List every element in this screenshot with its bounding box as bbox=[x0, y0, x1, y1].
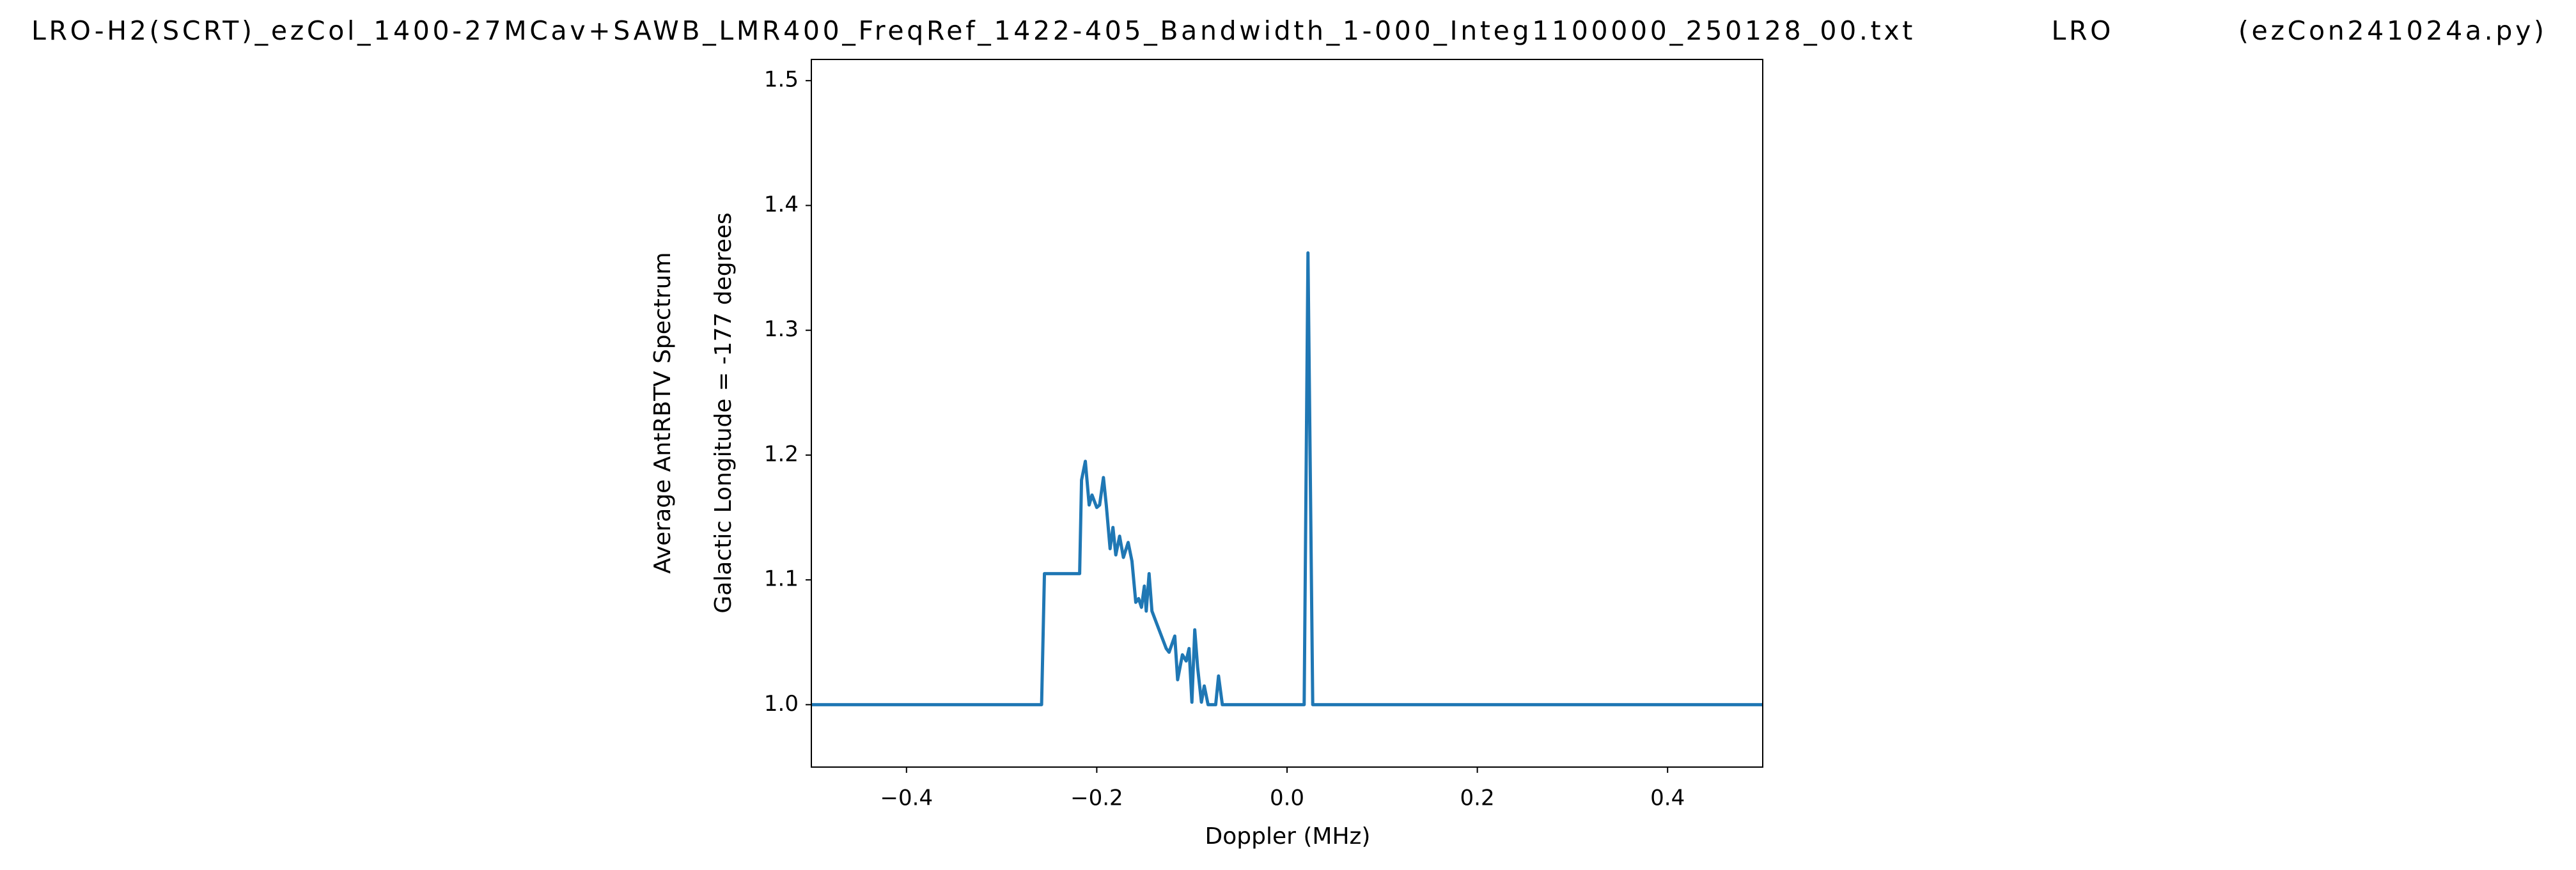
data-line bbox=[811, 251, 1763, 706]
x-tick-label: 0.2 bbox=[1460, 786, 1495, 811]
y-axis-label: Average AntRBTV Spectrum bbox=[650, 252, 676, 573]
y-tick-label: 1.4 bbox=[764, 192, 799, 217]
y-tick-label: 1.0 bbox=[764, 691, 799, 717]
y-tick-label: 1.5 bbox=[764, 67, 799, 93]
chart-title: LRO-H2(SCRT)_ezCol_1400-27MCav+SAWB_LMR4… bbox=[31, 15, 2544, 46]
y-tick-label: 1.1 bbox=[764, 566, 799, 592]
x-tick-label: −0.4 bbox=[880, 786, 933, 811]
y-tick-label: 1.2 bbox=[764, 441, 799, 467]
x-axis-label: Doppler (MHz) bbox=[1205, 823, 1371, 850]
y-tick-label: 1.3 bbox=[764, 316, 799, 342]
x-tick-label: −0.2 bbox=[1070, 786, 1123, 811]
plot-frame bbox=[811, 59, 1763, 768]
x-tick-label: 0.4 bbox=[1650, 786, 1685, 811]
x-tick-label: 0.0 bbox=[1270, 786, 1304, 811]
y-axis-label: Galactic Longitude = -177 degrees bbox=[710, 212, 737, 613]
